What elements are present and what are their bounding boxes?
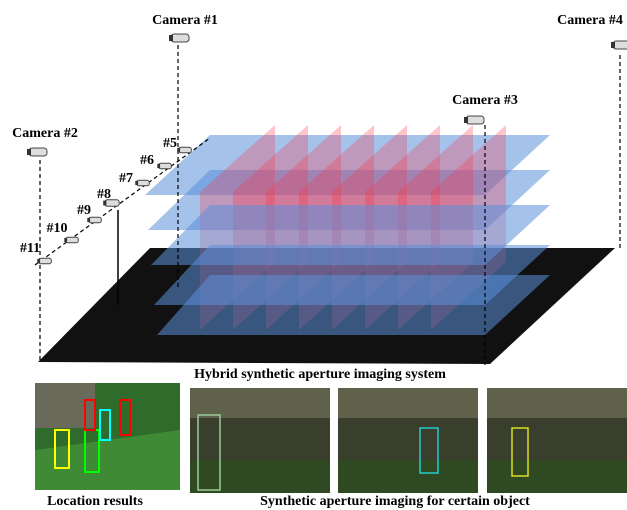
image-glow [487,388,627,418]
caption: Location results [47,494,143,509]
image-glow [190,388,330,418]
caption: Synthetic aperture imaging for certain o… [260,494,530,509]
camera [466,116,484,124]
camera-lens [64,238,67,242]
camera-label: Camera #3 [452,93,518,108]
camera [137,180,150,186]
camera [171,34,189,42]
camera-label: Camera #2 [12,126,78,141]
camera-lens [177,148,180,152]
array-camera-label: #11 [20,241,40,256]
blue-plane [157,275,550,335]
image-floor [190,460,330,493]
array-camera-label: #10 [47,221,68,236]
camera [179,147,192,153]
camera [66,237,79,243]
camera [29,148,47,156]
diagram: Camera #1 Camera #2 Camera #3 Camera #4 … [0,0,627,510]
camera-lens [87,218,90,222]
camera-label: Camera #4 [557,13,623,28]
camera-lens [464,117,468,123]
camera-lens [37,259,40,263]
array-camera-label: #7 [119,171,133,186]
camera-lens [135,181,138,185]
array-camera-label: #9 [77,203,91,218]
camera-lens [27,149,31,155]
camera-label: Camera #1 [152,13,218,28]
array-camera-label: #8 [97,187,111,202]
image-floor [338,460,478,493]
camera-lens [169,35,173,41]
camera [39,258,52,264]
image-glow [338,388,478,418]
camera [613,41,627,49]
imaging-results [190,388,627,493]
caption: Hybrid synthetic aperture imaging system [194,367,446,382]
camera-lens [157,164,160,168]
camera [159,163,172,169]
camera [89,217,102,223]
image-floor [487,460,627,493]
camera-lens [611,42,615,48]
planes [145,125,550,335]
array-camera-label: #5 [163,136,177,151]
array-camera-label: #6 [140,153,154,168]
